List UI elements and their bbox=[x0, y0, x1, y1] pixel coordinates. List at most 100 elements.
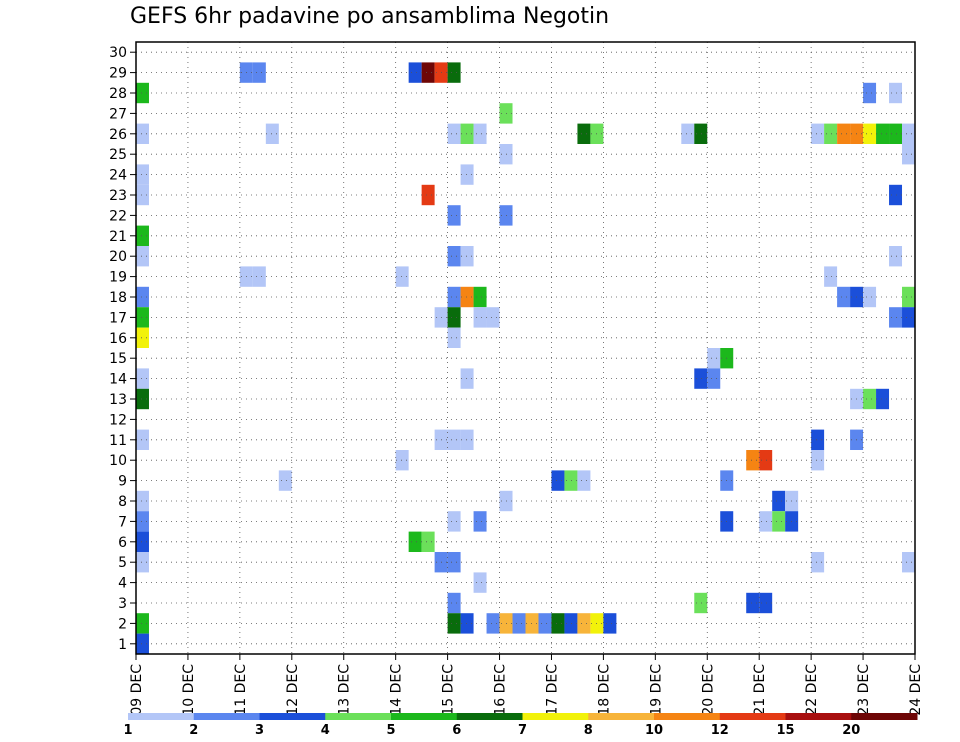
heatmap-cell bbox=[772, 490, 786, 512]
heatmap-cell bbox=[460, 368, 474, 389]
y-tick-label: 27 bbox=[109, 106, 127, 122]
heatmap-cell bbox=[136, 368, 149, 389]
legend-label: 6 bbox=[452, 723, 461, 738]
x-tick-label: 17 DEC bbox=[544, 664, 560, 716]
legend-swatch bbox=[522, 713, 589, 720]
legend-label: 1 bbox=[123, 723, 132, 738]
heatmap-cell bbox=[136, 531, 149, 552]
heatmap-cell bbox=[252, 266, 266, 287]
heatmap-cell bbox=[564, 613, 578, 634]
heatmap-cell bbox=[746, 592, 760, 614]
y-tick-label: 28 bbox=[109, 86, 127, 102]
heatmap-cell bbox=[759, 450, 773, 471]
cell-layer bbox=[136, 62, 915, 654]
heatmap-cell bbox=[512, 613, 526, 634]
y-tick-label: 14 bbox=[109, 372, 127, 388]
y-tick-label: 26 bbox=[109, 127, 127, 143]
color-legend: 1 2 3 4 5 6 7 8 10 12 15 20 bbox=[123, 713, 918, 738]
heatmap-cell bbox=[136, 307, 149, 328]
legend-label: 7 bbox=[518, 723, 527, 738]
y-tick-label: 8 bbox=[118, 494, 127, 510]
legend-swatch bbox=[456, 713, 523, 720]
heatmap-cell bbox=[889, 184, 903, 206]
x-tick-label: 10 DEC bbox=[181, 664, 197, 716]
heatmap-cell bbox=[473, 307, 487, 328]
legend-swatch bbox=[851, 713, 918, 720]
heatmap-cell bbox=[421, 62, 435, 83]
y-tick-label: 22 bbox=[109, 208, 127, 224]
heatmap-cell bbox=[837, 286, 851, 308]
heatmap-cell bbox=[460, 429, 474, 450]
heatmap-cell bbox=[447, 552, 461, 573]
heatmap-cell bbox=[447, 592, 461, 614]
heatmap-cell bbox=[136, 123, 149, 144]
x-tick-label: 15 DEC bbox=[441, 664, 457, 716]
heatmap-cell bbox=[460, 286, 474, 308]
heatmap-cell bbox=[746, 450, 760, 471]
heatmap-cell bbox=[395, 450, 409, 471]
legend-swatch bbox=[785, 713, 852, 720]
y-tick-label: 30 bbox=[109, 45, 127, 61]
legend-swatch bbox=[654, 713, 721, 720]
heatmap-cell bbox=[863, 388, 877, 410]
heatmap-cell bbox=[551, 613, 565, 634]
x-tick-label: 20 DEC bbox=[700, 664, 716, 716]
heatmap-cell bbox=[447, 613, 461, 634]
y-tick-label: 21 bbox=[109, 229, 127, 245]
heatmap-cell bbox=[136, 429, 149, 450]
legend-label: 2 bbox=[189, 723, 198, 738]
heatmap-cell bbox=[252, 62, 266, 83]
heatmap-cell bbox=[551, 470, 565, 491]
heatmap-cell bbox=[460, 164, 474, 185]
x-tick-label: 19 DEC bbox=[648, 664, 664, 716]
legend-label: 12 bbox=[711, 723, 729, 738]
heatmap-cell bbox=[486, 613, 500, 634]
x-tick-label: 11 DEC bbox=[233, 664, 249, 716]
heatmap-cell bbox=[447, 246, 461, 267]
legend-label: 8 bbox=[584, 723, 593, 738]
heatmap-cell bbox=[136, 82, 149, 104]
x-tick-label: 18 DEC bbox=[596, 664, 612, 716]
y-tick-label: 1 bbox=[118, 637, 127, 653]
heatmap-cell bbox=[136, 164, 149, 185]
heatmap-cell bbox=[577, 123, 591, 144]
y-axis: 1234567891011121314151617181920212223242… bbox=[109, 45, 136, 653]
heatmap-cell bbox=[863, 123, 877, 144]
legend-swatch bbox=[719, 713, 786, 720]
heatmap-cell bbox=[473, 123, 487, 144]
heatmap-cell bbox=[136, 327, 149, 348]
heatmap-cell bbox=[460, 246, 474, 267]
heatmap-cell bbox=[447, 307, 461, 328]
y-tick-label: 9 bbox=[118, 474, 127, 490]
heatmap-cell bbox=[863, 82, 877, 104]
y-tick-label: 3 bbox=[118, 596, 127, 612]
heatmap-cell bbox=[447, 327, 461, 348]
heatmap-cell bbox=[421, 531, 435, 552]
heatmap-cell bbox=[759, 592, 773, 614]
legend-swatch bbox=[391, 713, 458, 720]
y-tick-label: 29 bbox=[109, 66, 127, 82]
heatmap-cell bbox=[136, 388, 149, 410]
legend-label: 5 bbox=[386, 723, 395, 738]
y-tick-label: 17 bbox=[109, 310, 127, 326]
heatmap-cell bbox=[759, 511, 773, 532]
heatmap-cell bbox=[136, 246, 149, 267]
heatmap-cell bbox=[447, 205, 461, 226]
heatmap-cell bbox=[824, 266, 838, 287]
heatmap-cell bbox=[278, 470, 292, 491]
heatmap-cell bbox=[889, 307, 903, 328]
y-tick-label: 19 bbox=[109, 270, 127, 286]
x-tick-label: 14 DEC bbox=[389, 664, 405, 716]
heatmap-cell bbox=[577, 613, 591, 634]
y-tick-label: 23 bbox=[109, 188, 127, 204]
heatmap-cell bbox=[473, 572, 487, 593]
heatmap-cell bbox=[473, 286, 487, 308]
heatmap-cell bbox=[408, 531, 422, 552]
heatmap-cell bbox=[538, 613, 552, 634]
y-tick-label: 7 bbox=[118, 514, 127, 530]
legend-label: 15 bbox=[776, 723, 794, 738]
heatmap-cell bbox=[811, 123, 825, 144]
heatmap-cell bbox=[577, 470, 591, 491]
heatmap-cell bbox=[460, 613, 474, 634]
